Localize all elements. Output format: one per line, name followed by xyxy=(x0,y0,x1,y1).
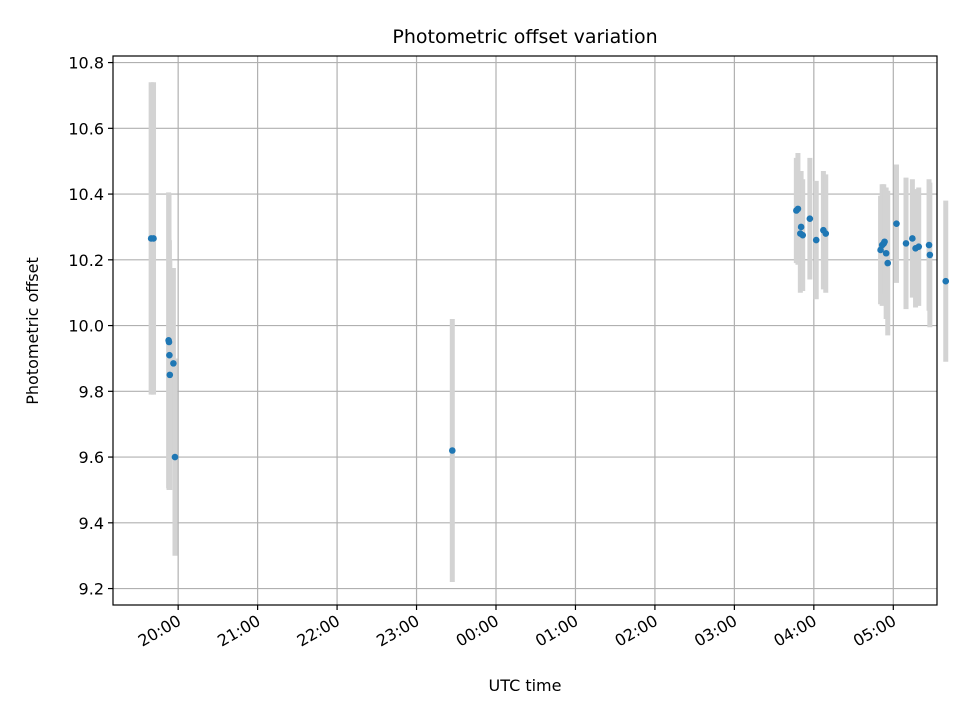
x-tick-label: 21:00 xyxy=(214,611,263,651)
x-tick-label: 23:00 xyxy=(373,611,422,651)
x-tick-label: 22:00 xyxy=(294,611,343,651)
y-tick-label: 10.2 xyxy=(68,251,104,270)
data-point xyxy=(926,251,934,259)
data-point xyxy=(166,351,173,359)
x-axis-label: UTC time xyxy=(489,676,562,695)
plot-frame xyxy=(112,55,938,606)
y-tick-label: 10.8 xyxy=(68,54,104,73)
data-point xyxy=(165,338,173,346)
data-point xyxy=(909,235,916,242)
y-tick-label: 9.4 xyxy=(79,514,104,533)
x-tick-label: 03:00 xyxy=(691,611,740,651)
data-point xyxy=(171,453,179,461)
data-point xyxy=(902,240,910,247)
y-tick-label: 9.2 xyxy=(79,580,104,599)
x-axis-ticks: 20:00 21:00 22:00 23:00 00:00 01:00 02:00 03:00… xyxy=(135,605,899,651)
error-bars xyxy=(148,82,949,582)
x-tick-label: 04:00 xyxy=(770,611,819,651)
data-point xyxy=(915,243,923,250)
data-point xyxy=(942,277,950,285)
data-point xyxy=(448,447,456,454)
data-point xyxy=(925,241,933,249)
data-point xyxy=(882,249,890,257)
y-tick-label: 10.0 xyxy=(68,317,104,336)
data-point xyxy=(166,371,174,379)
data-point xyxy=(806,215,814,223)
y-tick-label: 10.6 xyxy=(68,119,104,138)
data-point xyxy=(812,236,820,244)
y-tick-label: 10.4 xyxy=(68,185,104,204)
x-tick-label: 01:00 xyxy=(532,611,581,651)
data-point xyxy=(150,235,157,242)
data-point xyxy=(170,360,177,367)
y-tick-label: 9.8 xyxy=(79,382,104,401)
data-point xyxy=(881,238,888,246)
data-point xyxy=(799,231,807,239)
data-point xyxy=(893,220,900,227)
data-point xyxy=(884,259,892,267)
y-axis-label: Photometric offset xyxy=(23,257,42,405)
y-axis-ticks: 9.2 9.4 9.6 9.8 10.0 10.2 10.4 10.6 10.8 xyxy=(68,54,113,599)
data-point xyxy=(794,205,802,213)
data-point xyxy=(797,223,805,231)
y-tick-label: 9.6 xyxy=(79,448,104,467)
data-points xyxy=(147,205,950,461)
data-point xyxy=(822,230,830,237)
x-tick-label: 05:00 xyxy=(850,611,899,651)
grid xyxy=(113,56,937,605)
x-tick-label: 00:00 xyxy=(453,611,502,651)
x-tick-label: 02:00 xyxy=(611,611,660,651)
chart-title: Photometric offset variation xyxy=(392,26,657,48)
x-tick-label: 20:00 xyxy=(135,611,184,651)
